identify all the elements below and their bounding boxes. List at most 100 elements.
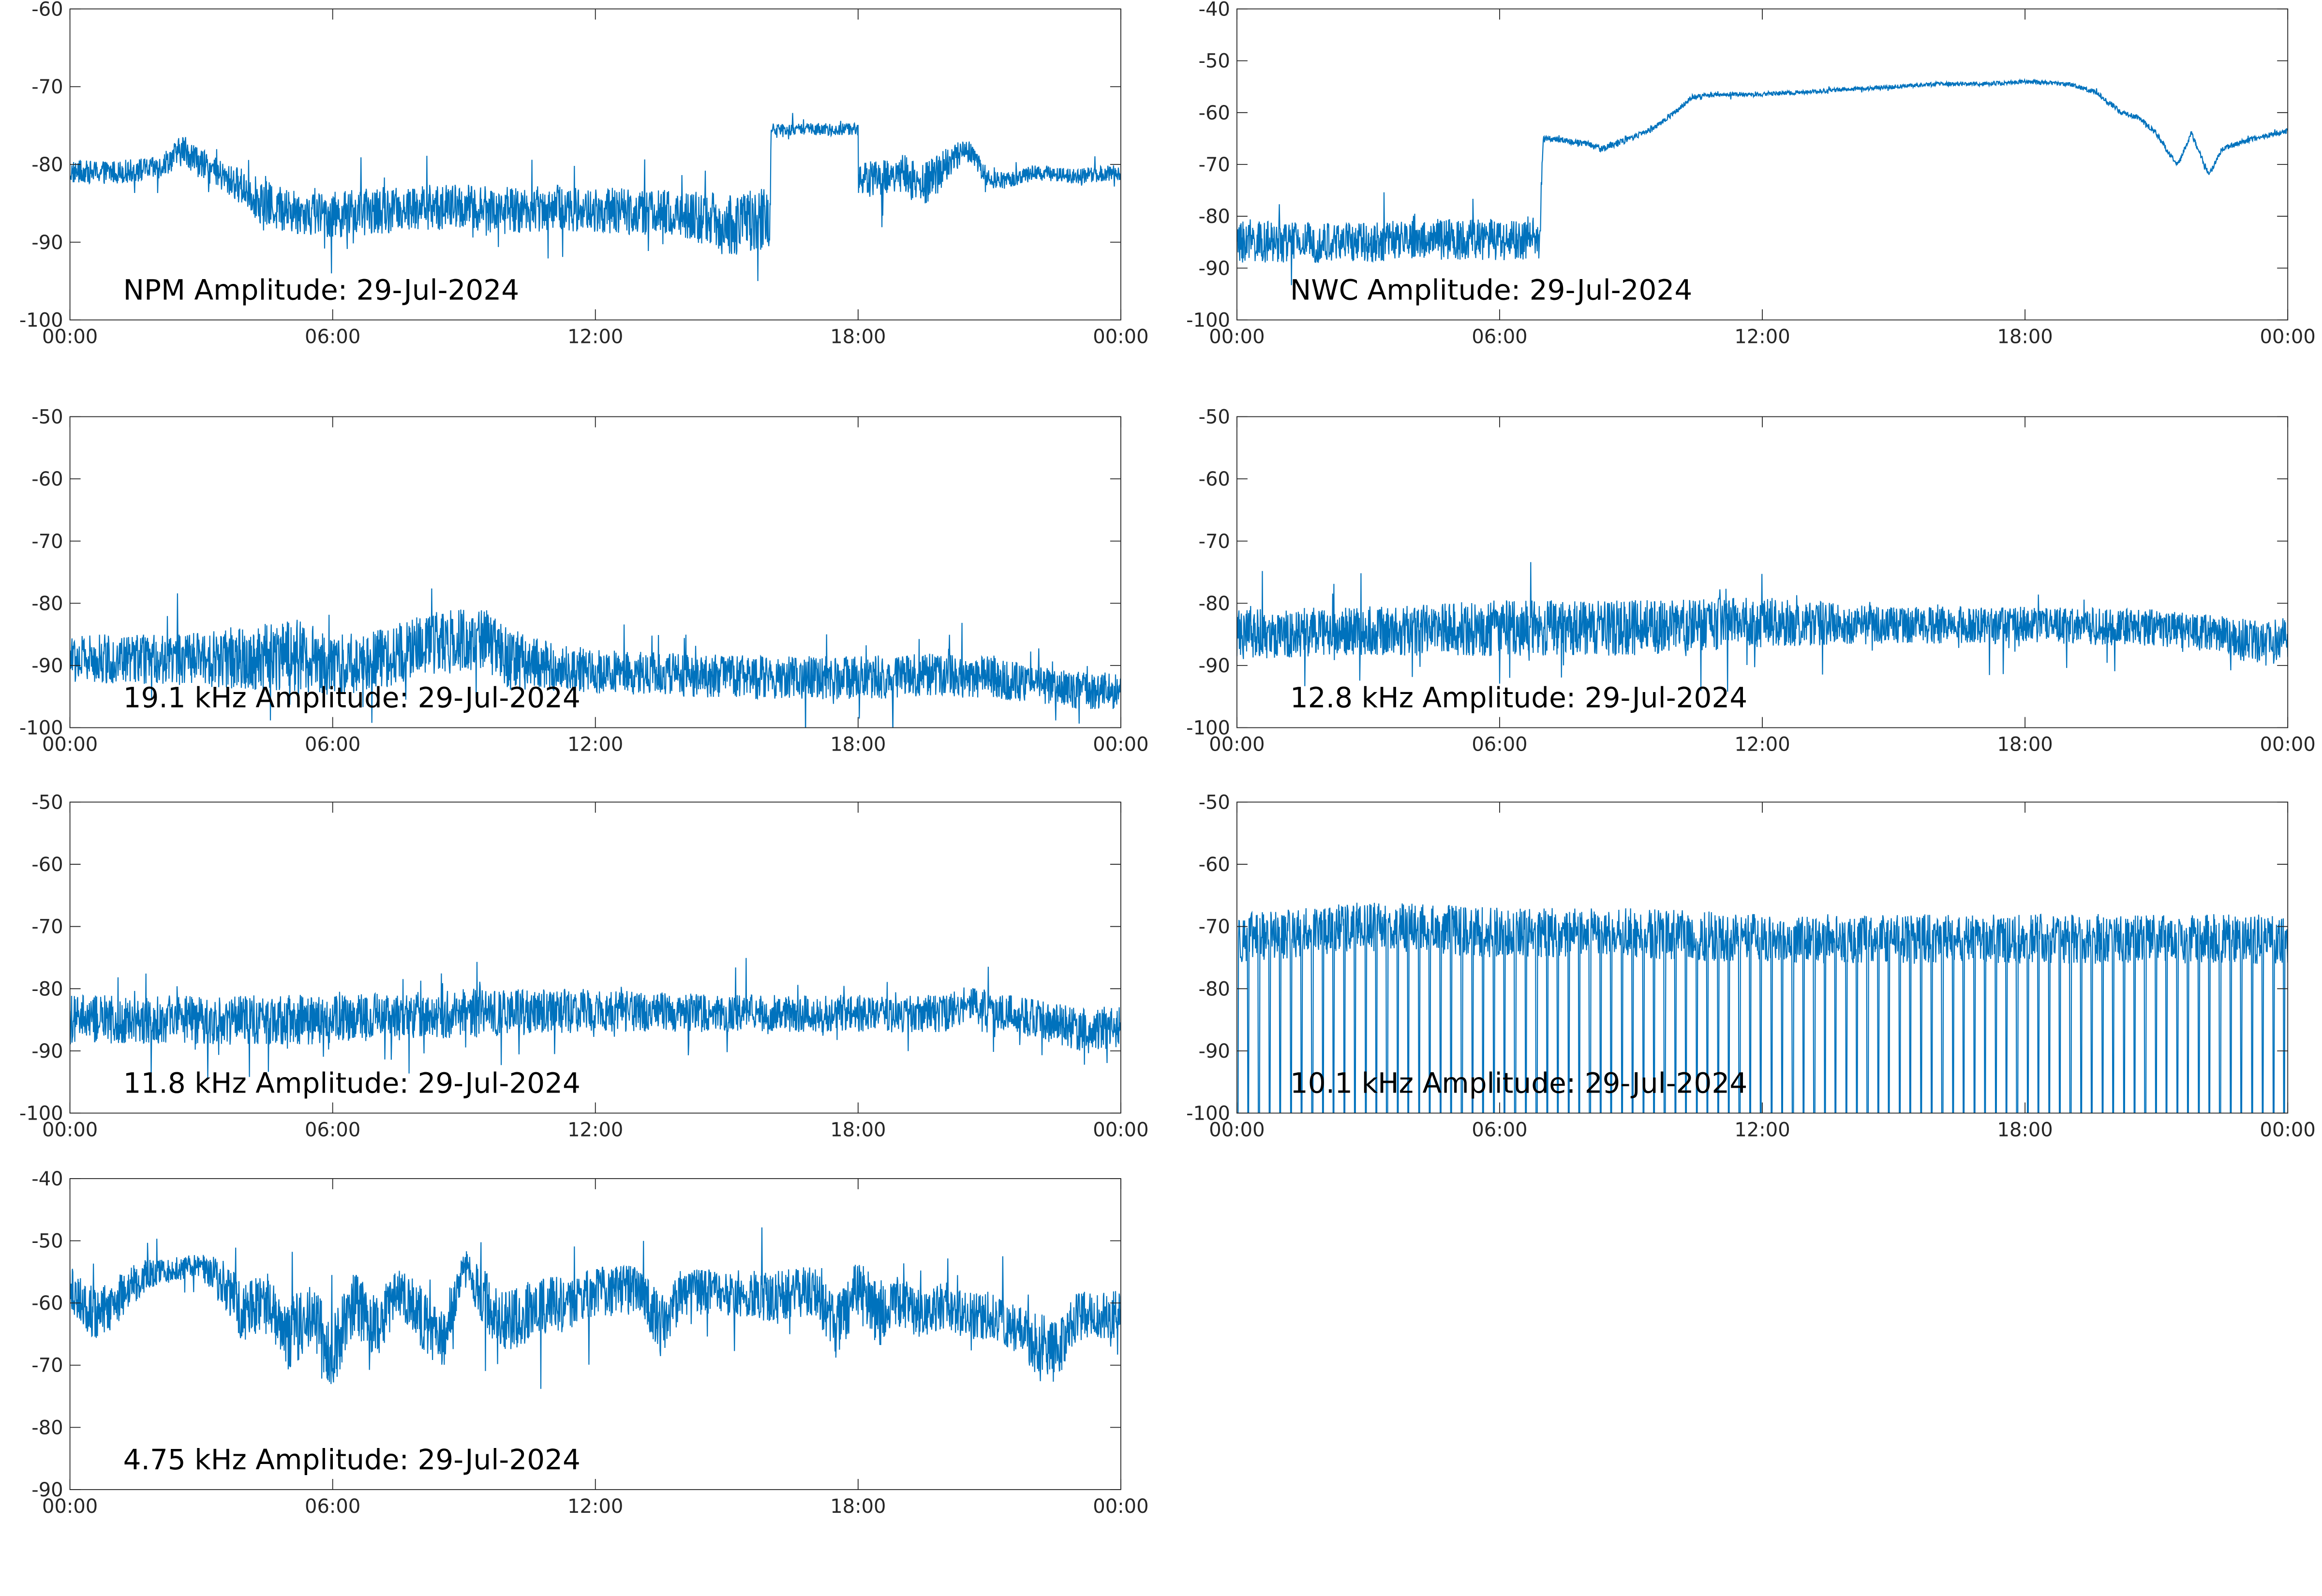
- y-tick-label: -50: [1199, 50, 1230, 73]
- y-tick-label: -100: [19, 1103, 63, 1125]
- series-line: [70, 1227, 1121, 1389]
- y-tick-label: -80: [31, 154, 63, 176]
- x-tick-label: 12:00: [567, 1119, 623, 1141]
- y-tick-label: -100: [1186, 717, 1230, 739]
- y-tick-label: -50: [1199, 791, 1230, 813]
- panel-annotation: 10.1 kHz Amplitude: 29-Jul-2024: [1290, 1067, 1747, 1100]
- y-tick-label: -60: [31, 854, 63, 876]
- series-line: [1236, 562, 2288, 692]
- series-line: [70, 588, 1121, 728]
- y-tick-label: -100: [19, 717, 63, 739]
- y-tick-label: -80: [31, 978, 63, 1000]
- x-tick-label: 00:00: [2260, 326, 2316, 348]
- y-tick-label: -90: [1199, 1040, 1230, 1063]
- panel-annotation: 4.75 kHz Amplitude: 29-Jul-2024: [123, 1443, 580, 1476]
- y-tick-label: -70: [31, 1355, 63, 1377]
- x-tick-label: 06:00: [305, 1119, 360, 1141]
- y-tick-label: -50: [1199, 406, 1230, 429]
- y-tick-label: -80: [31, 592, 63, 615]
- x-tick-label: 06:00: [1472, 1119, 1527, 1141]
- y-tick-label: -90: [31, 232, 63, 254]
- panel-annotation: NPM Amplitude: 29-Jul-2024: [123, 274, 520, 307]
- x-tick-label: 00:00: [1093, 734, 1148, 756]
- y-tick-label: -90: [31, 1479, 63, 1501]
- x-tick-label: 00:00: [42, 734, 98, 756]
- panel-annotation: 11.8 kHz Amplitude: 29-Jul-2024: [123, 1067, 580, 1100]
- x-tick-label: 00:00: [1209, 326, 1265, 348]
- y-tick-label: -80: [1199, 206, 1230, 228]
- y-tick-label: -80: [1199, 978, 1230, 1000]
- y-tick-label: -100: [19, 310, 63, 332]
- y-tick-label: -40: [31, 1168, 63, 1190]
- x-tick-label: 12:00: [567, 734, 623, 756]
- x-tick-label: 18:00: [1997, 326, 2053, 348]
- x-tick-label: 00:00: [1209, 734, 1265, 756]
- x-tick-label: 00:00: [2260, 1119, 2316, 1141]
- x-tick-label: 12:00: [567, 326, 623, 348]
- x-tick-label: 00:00: [1093, 1495, 1148, 1518]
- series-line: [70, 958, 1121, 1078]
- y-tick-label: -40: [1199, 0, 1230, 20]
- x-tick-label: 00:00: [1093, 1119, 1148, 1141]
- y-tick-label: -100: [1186, 1103, 1230, 1125]
- y-tick-label: -50: [31, 406, 63, 429]
- series-line: [70, 113, 1121, 281]
- x-tick-label: 00:00: [42, 1119, 98, 1141]
- x-tick-label: 00:00: [42, 1495, 98, 1518]
- x-tick-label: 18:00: [1997, 1119, 2053, 1141]
- y-tick-label: -90: [1199, 257, 1230, 280]
- x-tick-label: 06:00: [305, 734, 360, 756]
- y-tick-label: -70: [31, 76, 63, 98]
- x-tick-label: 00:00: [2260, 734, 2316, 756]
- x-tick-label: 18:00: [830, 1495, 886, 1518]
- x-tick-label: 00:00: [1093, 326, 1148, 348]
- y-tick-label: -60: [1199, 854, 1230, 876]
- x-tick-label: 18:00: [1997, 734, 2053, 756]
- series-line: [1236, 78, 2288, 285]
- y-tick-label: -60: [31, 468, 63, 490]
- x-tick-label: 12:00: [1734, 1119, 1790, 1141]
- x-tick-label: 18:00: [830, 1119, 886, 1141]
- x-tick-label: 18:00: [830, 734, 886, 756]
- y-tick-label: -60: [1199, 468, 1230, 490]
- panel-annotation: NWC Amplitude: 29-Jul-2024: [1290, 274, 1692, 307]
- y-tick-label: -100: [1186, 310, 1230, 332]
- y-tick-label: -90: [1199, 655, 1230, 677]
- x-tick-label: 06:00: [305, 1495, 360, 1518]
- y-tick-label: -50: [31, 1230, 63, 1253]
- y-tick-label: -80: [31, 1417, 63, 1439]
- x-tick-label: 12:00: [1734, 326, 1790, 348]
- series-line: [1237, 902, 2288, 1113]
- x-tick-label: 06:00: [1472, 326, 1527, 348]
- x-tick-label: 06:00: [305, 326, 360, 348]
- y-tick-label: -90: [31, 1040, 63, 1063]
- y-tick-label: -70: [1199, 531, 1230, 553]
- x-tick-label: 06:00: [1472, 734, 1527, 756]
- panel-annotation: 12.8 kHz Amplitude: 29-Jul-2024: [1290, 681, 1747, 714]
- panel-annotation: 19.1 kHz Amplitude: 29-Jul-2024: [123, 681, 580, 714]
- y-tick-label: -80: [1199, 592, 1230, 615]
- x-tick-label: 00:00: [42, 326, 98, 348]
- y-tick-label: -70: [1199, 916, 1230, 938]
- y-tick-label: -60: [31, 0, 63, 20]
- y-tick-label: -60: [31, 1292, 63, 1315]
- y-tick-label: -70: [31, 531, 63, 553]
- x-tick-label: 12:00: [1734, 734, 1790, 756]
- y-tick-label: -60: [1199, 102, 1230, 124]
- x-tick-label: 18:00: [830, 326, 886, 348]
- y-tick-label: -70: [1199, 154, 1230, 176]
- x-tick-label: 00:00: [1209, 1119, 1265, 1141]
- x-tick-label: 12:00: [567, 1495, 623, 1518]
- y-tick-label: -90: [31, 655, 63, 677]
- y-tick-label: -50: [31, 791, 63, 813]
- y-tick-label: -70: [31, 916, 63, 938]
